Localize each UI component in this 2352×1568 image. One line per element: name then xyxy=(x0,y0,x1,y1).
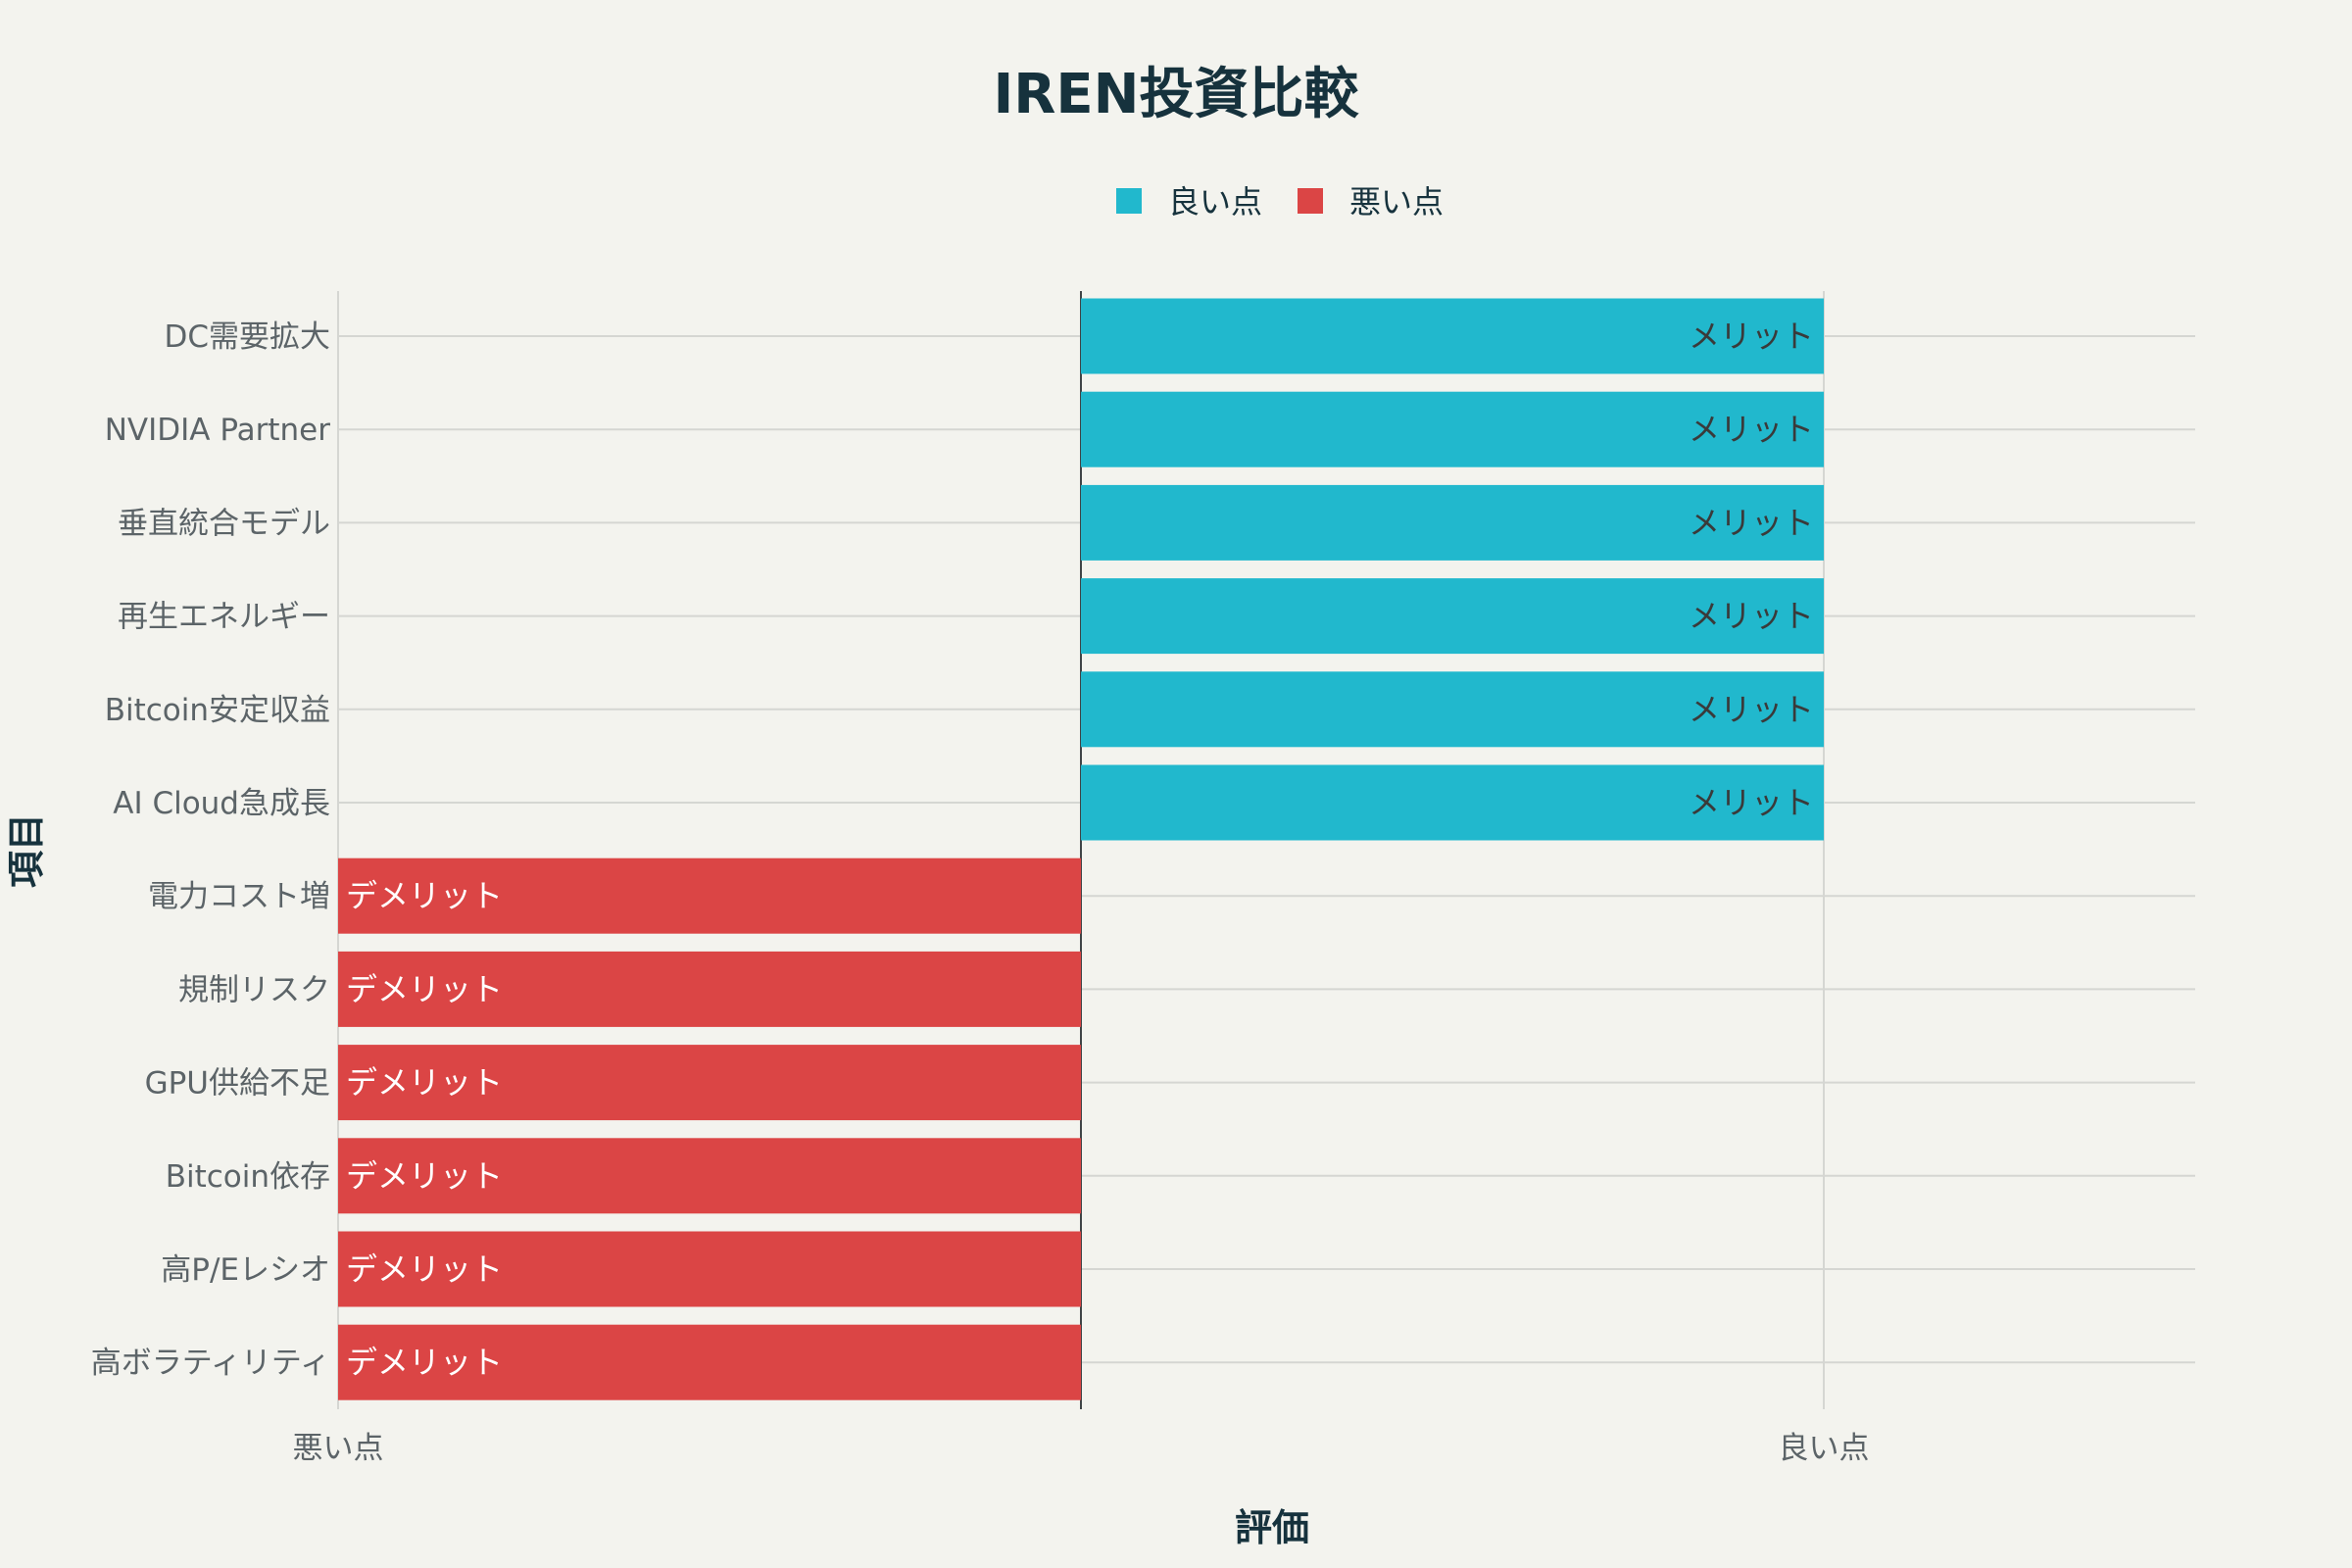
bar xyxy=(1081,484,1824,561)
category-label: Bitcoin安定収益 xyxy=(105,693,330,728)
bar xyxy=(1081,764,1824,841)
legend: 良い点 悪い点 xyxy=(1116,183,1444,220)
bar xyxy=(338,858,1081,934)
category-label: GPU供給不足 xyxy=(145,1066,330,1102)
bar-data-label: デメリット xyxy=(346,1064,503,1102)
bar-data-label: デメリット xyxy=(346,970,503,1007)
bar xyxy=(1081,298,1824,374)
category-label: 再生エネルギー xyxy=(118,600,330,635)
bar-data-label: デメリット xyxy=(346,1250,503,1288)
bar-data-label: メリット xyxy=(1689,598,1814,635)
x-tick-label: 悪い点 xyxy=(293,1431,384,1466)
bar-data-label: デメリット xyxy=(346,877,503,914)
category-label: Bitcoin依存 xyxy=(166,1159,330,1195)
x-tick-label: 良い点 xyxy=(1779,1431,1870,1466)
legend-swatch xyxy=(1116,188,1142,214)
bar xyxy=(338,1231,1081,1307)
category-label: 高P/Eレシオ xyxy=(161,1252,330,1288)
x-axis-title: 評価 xyxy=(1235,1506,1309,1549)
bar-data-label: メリット xyxy=(1689,318,1814,355)
category-label: DC需要拡大 xyxy=(164,319,330,355)
legend-swatch xyxy=(1298,188,1323,214)
bar-data-label: デメリット xyxy=(346,1344,503,1381)
bar xyxy=(1081,578,1824,655)
bar xyxy=(338,1045,1081,1121)
y-axis-title: 項目 xyxy=(5,813,48,888)
bar-data-label: メリット xyxy=(1689,504,1814,541)
bar-data-label: メリット xyxy=(1689,691,1814,728)
category-label: NVIDIA Partner xyxy=(105,413,331,448)
category-label: 規制リスク xyxy=(178,972,330,1007)
category-label: 電力コスト増 xyxy=(148,879,330,914)
bar-data-label: メリット xyxy=(1689,784,1814,821)
bar-data-label: デメリット xyxy=(346,1157,503,1195)
bar-data-label: メリット xyxy=(1689,411,1814,448)
bar xyxy=(338,1324,1081,1400)
bars: メリットメリットメリットメリットメリットメリットデメリットデメリットデメリットデ… xyxy=(338,298,1824,1400)
bar xyxy=(1081,391,1824,467)
bar xyxy=(338,951,1081,1027)
legend-label: 良い点 xyxy=(1168,183,1262,220)
bar xyxy=(338,1138,1081,1214)
category-label: 高ボラティリティ xyxy=(91,1346,330,1381)
category-label: AI Cloud急成長 xyxy=(113,786,330,821)
bar xyxy=(1081,671,1824,748)
x-tick-labels: 悪い点 良い点 xyxy=(293,1431,1870,1466)
chart-title: IREN投資比較 xyxy=(993,63,1359,126)
legend-label: 悪い点 xyxy=(1349,183,1444,220)
category-label: 垂直統合モデル xyxy=(118,506,330,541)
